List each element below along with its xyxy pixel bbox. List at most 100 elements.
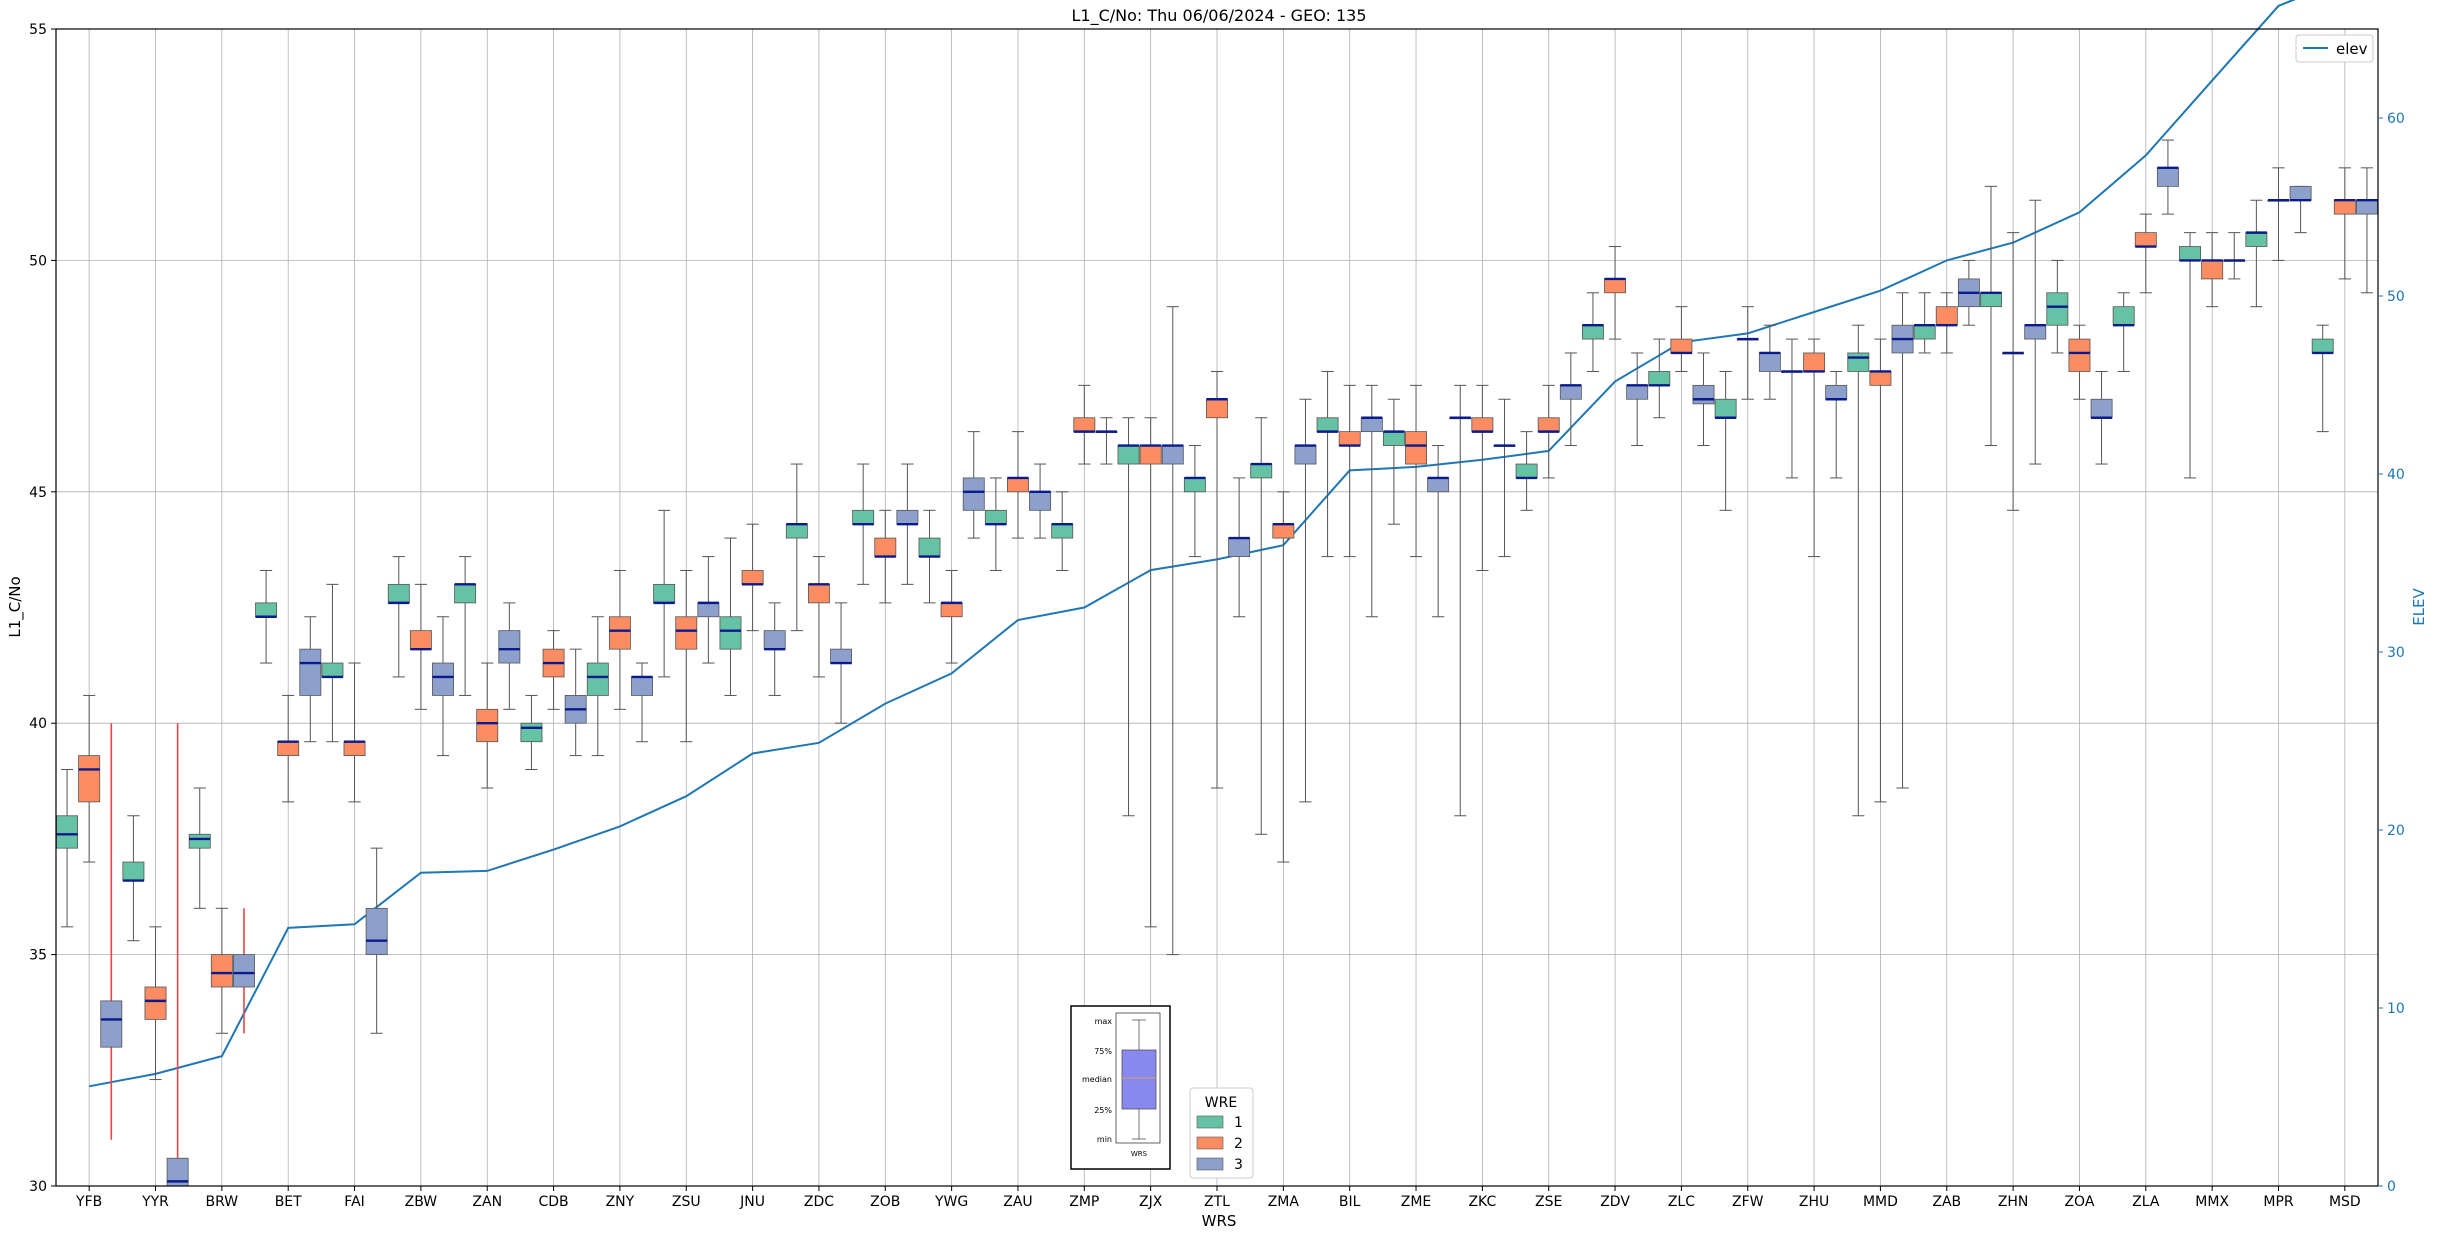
box-wre-2 xyxy=(2201,259,2224,280)
box-wre-3 xyxy=(498,630,521,664)
x-tick-label: ZAN xyxy=(472,1194,502,1210)
box-wre-1 xyxy=(1581,324,1604,340)
box-wre-2 xyxy=(343,741,366,756)
box-wre-1 xyxy=(2311,338,2334,354)
box-wre-1 xyxy=(1847,352,1870,372)
box-wre-1 xyxy=(2046,292,2069,326)
box-wre-1 xyxy=(255,602,278,618)
inset-label-max: max xyxy=(1095,1017,1113,1026)
box-wre-1 xyxy=(1382,431,1405,446)
x-tick-label: ZBW xyxy=(405,1194,438,1210)
y-tick-label: 45 xyxy=(29,485,47,501)
box-wre-3 xyxy=(233,954,255,988)
x-tick-label: MMX xyxy=(2195,1194,2229,1210)
elev-legend-label: elev xyxy=(2336,40,2368,58)
box-wre-2 xyxy=(1405,431,1427,465)
box-wre-2 xyxy=(807,583,830,604)
box-wre-3 xyxy=(432,662,454,696)
wre-legend-label-1: 1 xyxy=(1234,1115,1243,1131)
box-wre-3 xyxy=(2289,185,2312,201)
box-wre-3 xyxy=(299,648,322,696)
wre-legend: WRE 1 2 3 xyxy=(1189,1087,1254,1179)
x-tick-label: YYR xyxy=(141,1194,169,1210)
box-wre-1 xyxy=(852,509,875,525)
box-wre-3 xyxy=(1758,352,1781,372)
box-wre-3 xyxy=(1294,445,1317,465)
box-wre-3 xyxy=(1029,491,1052,511)
box-wre-3 xyxy=(763,630,786,650)
box-wre-2 xyxy=(2134,232,2157,247)
x-tick-label: ZME xyxy=(1401,1194,1432,1210)
box-wre-1 xyxy=(653,583,676,604)
y-right-tick-label: 40 xyxy=(2387,467,2405,483)
x-tick-label: MPR xyxy=(2263,1194,2294,1210)
inset-label-median: median xyxy=(1082,1075,1112,1084)
box-wre-1 xyxy=(1316,417,1339,433)
x-tick-label: CDB xyxy=(538,1194,568,1210)
x-tick-label: MSD xyxy=(2329,1194,2361,1210)
y-tick-label: 55 xyxy=(29,22,47,38)
box-wre-1 xyxy=(188,833,211,849)
box-wre-1 xyxy=(122,861,145,881)
box-wre-3 xyxy=(2156,167,2179,187)
inset-box xyxy=(1121,1049,1157,1110)
box-wre-2 xyxy=(210,954,233,988)
y-tick-label: 50 xyxy=(29,253,47,269)
y-right-tick-label: 30 xyxy=(2387,645,2405,661)
box-wre-1 xyxy=(1250,463,1273,479)
x-tick-label: ZJX xyxy=(1139,1194,1163,1210)
box-wre-2 xyxy=(1206,398,1228,419)
y-tick-label: 35 xyxy=(29,948,47,964)
x-tick-label: ZKC xyxy=(1468,1194,1496,1210)
box-wre-1 xyxy=(1714,398,1737,419)
x-tick-label: ZHN xyxy=(1998,1194,2029,1210)
box-wre-2 xyxy=(1604,278,1627,294)
box-wre-1 xyxy=(1183,477,1206,493)
box-wre-3 xyxy=(697,602,720,618)
x-tick-label: ZTL xyxy=(1204,1194,1230,1210)
box-wre-1 xyxy=(1913,324,1936,340)
y-right-axis-label: ELEV xyxy=(2410,587,2428,625)
box-wre-1 xyxy=(387,583,410,604)
y-tick-label: 40 xyxy=(29,716,47,732)
x-tick-label: BIL xyxy=(1339,1194,1361,1210)
wre-legend-label-2: 2 xyxy=(1234,1136,1243,1152)
box-wre-3 xyxy=(365,907,388,956)
box-wre-1 xyxy=(2245,232,2268,247)
box-wre-2 xyxy=(144,986,167,1020)
box-wre-2 xyxy=(78,755,101,803)
box-wre-2 xyxy=(1935,306,1958,326)
inset-label-min: min xyxy=(1097,1135,1112,1144)
x-tick-label: FAI xyxy=(344,1194,364,1210)
box-wre-2 xyxy=(874,537,897,557)
box-wre-2 xyxy=(1272,523,1295,539)
box-wre-1 xyxy=(1980,292,2002,308)
box-wre-3 xyxy=(1825,384,1848,400)
box-wre-2 xyxy=(1073,417,1096,433)
box-wre-2 xyxy=(1471,417,1494,433)
box-wre-2 xyxy=(2333,199,2356,215)
wre-legend-swatch-1 xyxy=(1196,1115,1224,1129)
inset-xlabel: WRS xyxy=(1131,1150,1148,1158)
box-layer xyxy=(56,139,2378,1187)
x-tick-label: YFB xyxy=(75,1194,102,1210)
box-wre-1 xyxy=(454,583,477,604)
box-wre-2 xyxy=(608,616,631,650)
box-wre-1 xyxy=(321,662,344,678)
wre-legend-swatch-2 xyxy=(1196,1136,1224,1150)
box-wre-3 xyxy=(896,509,919,525)
x-tick-label: ZDV xyxy=(1600,1194,1630,1210)
box-wre-2 xyxy=(741,570,764,585)
box-wre-3 xyxy=(1427,477,1450,493)
x-tick-label: JNU xyxy=(739,1194,765,1210)
x-tick-label: ZNY xyxy=(606,1194,635,1210)
box-wre-1 xyxy=(1051,523,1074,539)
box-wre-1 xyxy=(1515,463,1538,479)
box-wre-1 xyxy=(1117,445,1140,465)
box-wre-1 xyxy=(719,616,742,650)
wre-legend-swatch-3 xyxy=(1196,1157,1224,1171)
box-wre-3 xyxy=(830,648,853,664)
box-wre-2 xyxy=(675,616,698,650)
box-wre-2 xyxy=(1670,338,1693,354)
